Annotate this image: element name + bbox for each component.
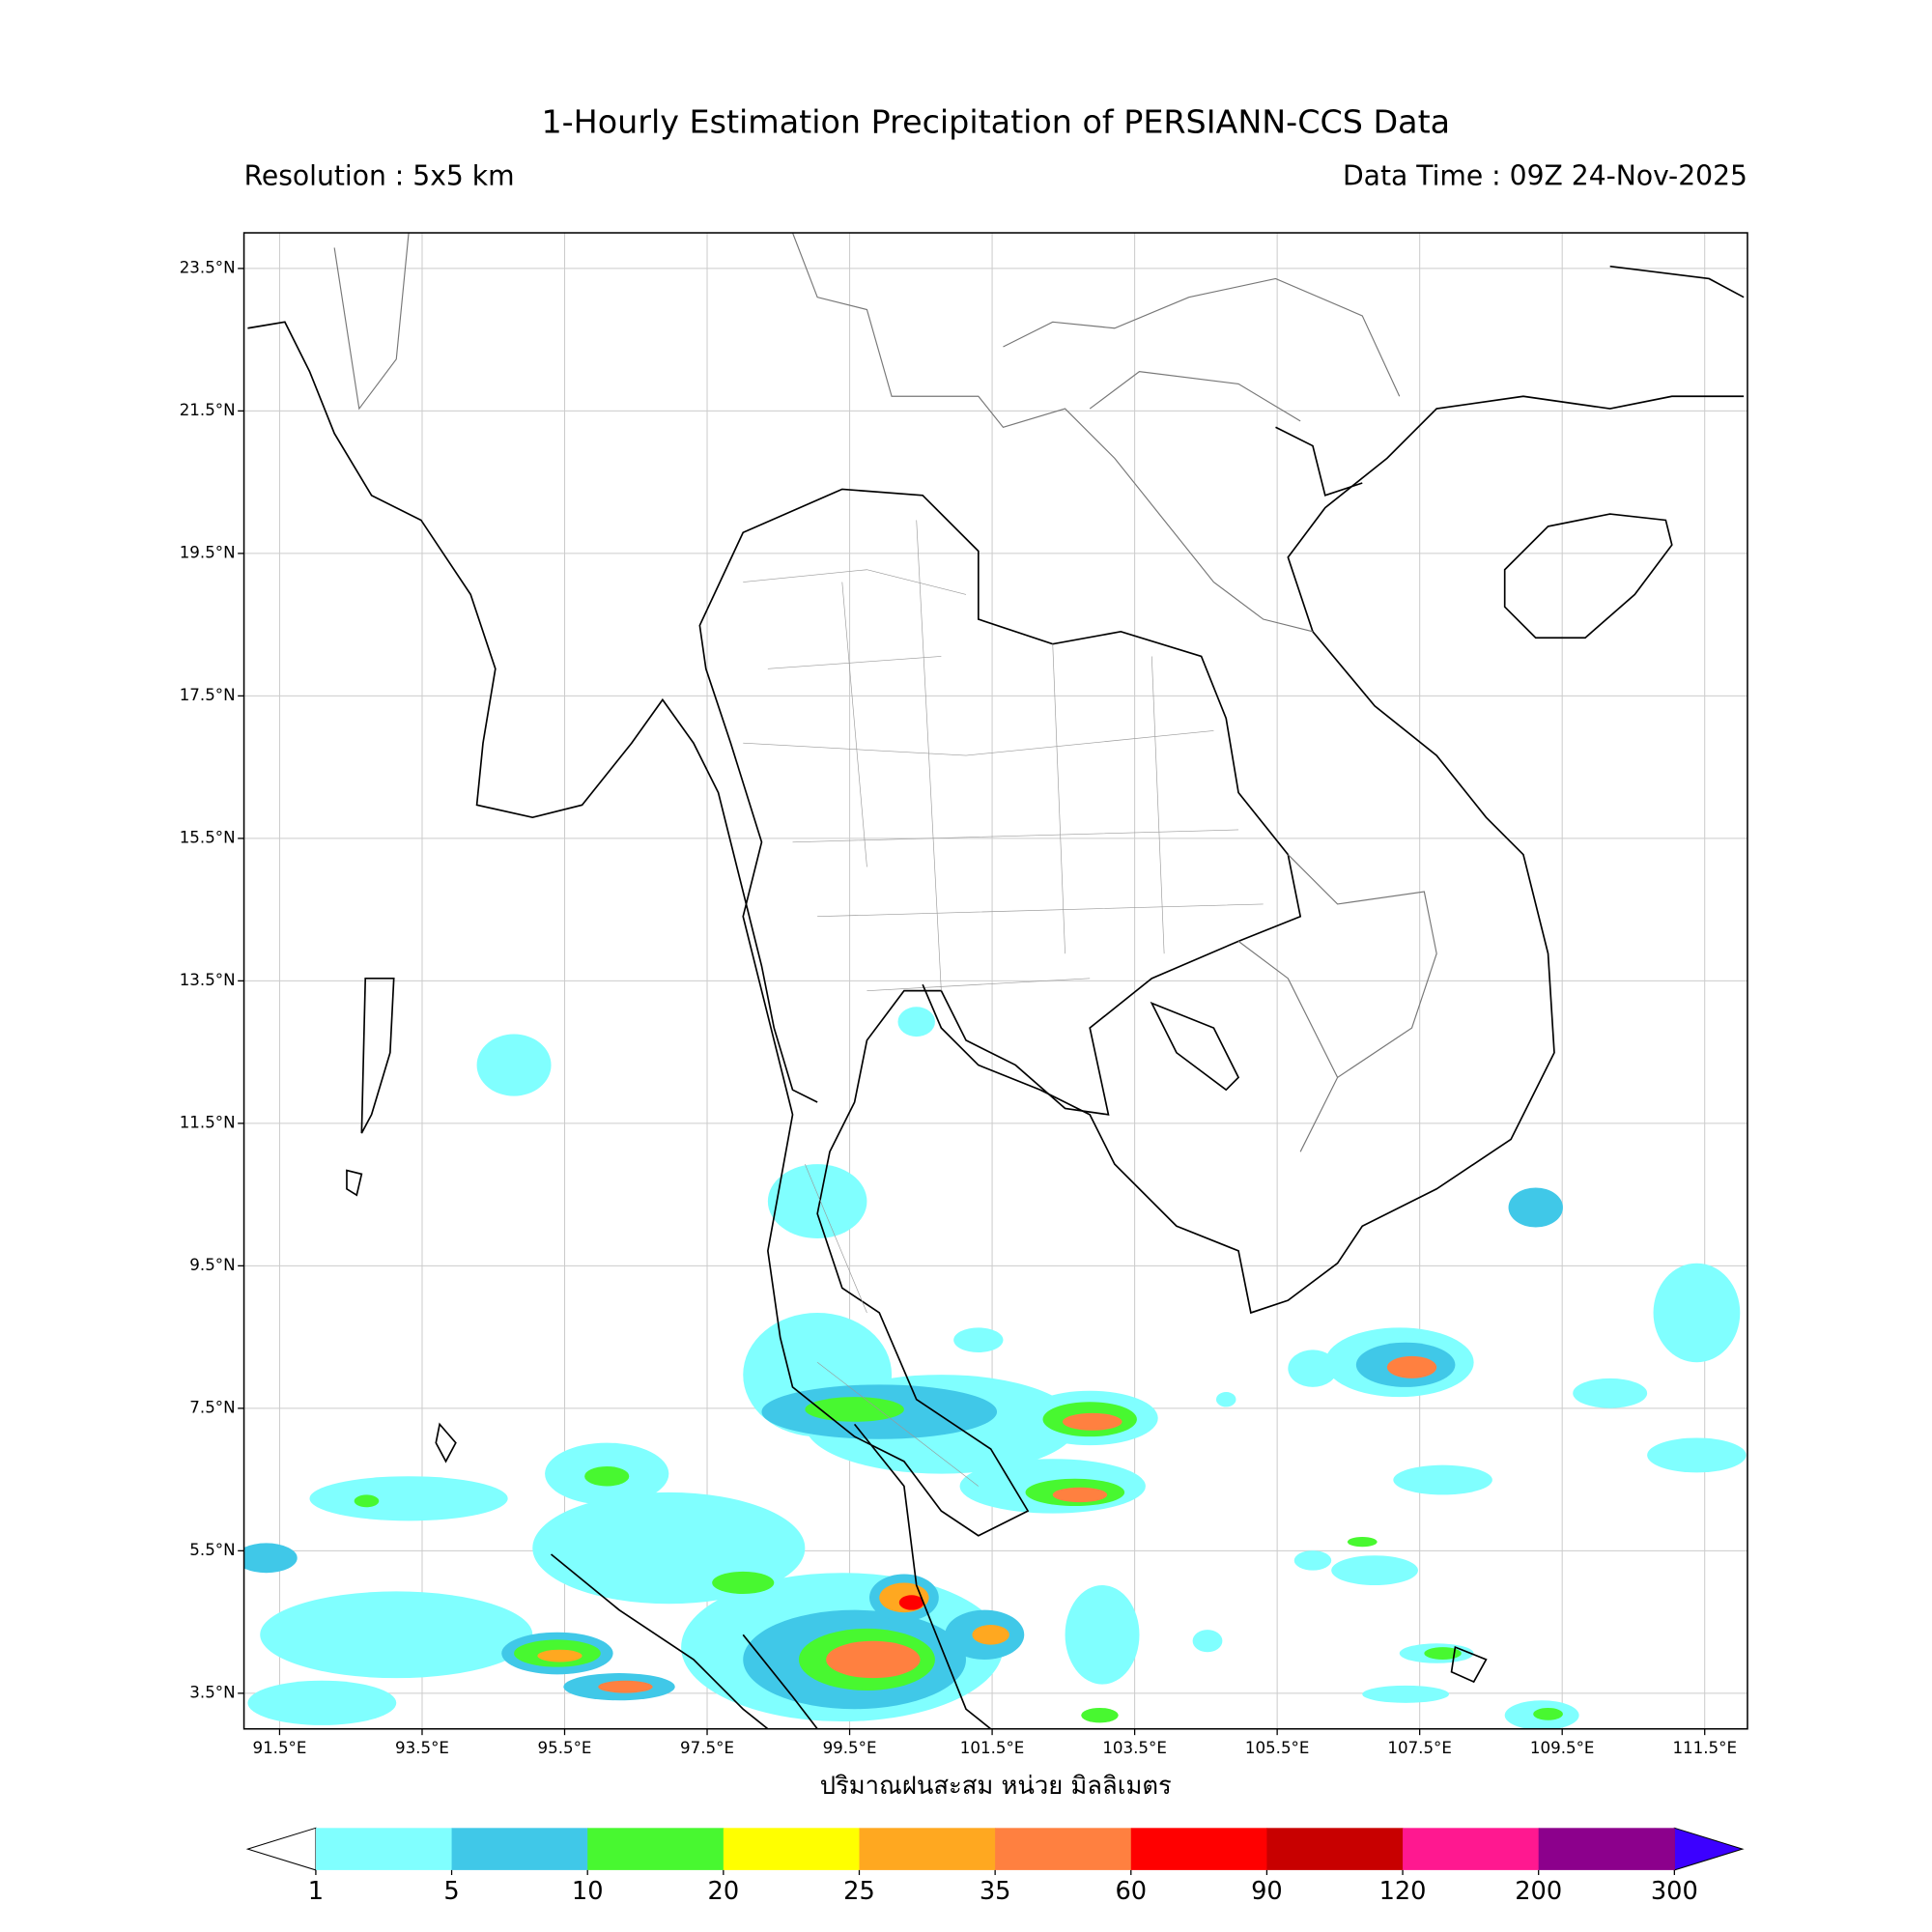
- lon-tick-label: 107.5°E: [1387, 1739, 1452, 1757]
- rain-cell: [1647, 1437, 1747, 1473]
- rain-cell: [309, 1476, 508, 1521]
- rain-cell: [897, 1007, 935, 1037]
- resolution: Resolution : 5x5 km: [244, 159, 515, 191]
- colorbar-segment: [1266, 1828, 1404, 1870]
- rain-cell: [1362, 1685, 1449, 1703]
- colorbar-segment: [1403, 1828, 1540, 1870]
- rain-cell: [354, 1494, 380, 1508]
- precipitation: [243, 1007, 1747, 1729]
- colorbar-segment: [1130, 1828, 1268, 1870]
- coastlines: [247, 265, 1745, 1729]
- rain-cell: [1653, 1263, 1741, 1363]
- lat-tick-label: 19.5°N: [180, 543, 236, 561]
- rain-cell: [1573, 1378, 1648, 1408]
- colorbar-segment: [723, 1828, 861, 1870]
- colorbar-tick-label: 10: [572, 1877, 604, 1906]
- colorbar-tick-label: 90: [1251, 1877, 1283, 1906]
- colorbar-tick-label: 1: [308, 1877, 324, 1906]
- title: 1-Hourly Estimation Precipitation of PER…: [541, 103, 1450, 141]
- rain-cell: [972, 1625, 1009, 1645]
- colorbar-title: ปริมาณฝนสะสม หน่วย มิลลิเมตร: [820, 1772, 1172, 1801]
- rain-cell: [247, 1680, 397, 1725]
- rain-cell: [1063, 1412, 1122, 1431]
- lat-tick-label: 3.5°N: [189, 1683, 235, 1701]
- rain-cell: [1331, 1555, 1418, 1586]
- colorbar-tick-label: 300: [1651, 1877, 1698, 1906]
- rain-cell: [805, 1397, 904, 1422]
- colorbar-tick-label: 60: [1115, 1877, 1147, 1906]
- lon-tick-label: 109.5°E: [1530, 1739, 1595, 1757]
- rain-cell: [584, 1465, 630, 1487]
- lat-tick-label: 7.5°N: [189, 1398, 235, 1416]
- lat-tick-label: 15.5°N: [180, 828, 236, 846]
- colorbar-tick-label: 25: [843, 1877, 875, 1906]
- country-borders: [333, 233, 1437, 1152]
- thailand-outline: [698, 488, 1302, 1537]
- axis-ticks: 23.5°N 21.5°N 19.5°N 17.5°N 15.5°N 13.5°N 11.5…: [180, 258, 1737, 1756]
- rain-cell: [260, 1591, 533, 1679]
- colorbar-segment: [995, 1828, 1132, 1870]
- lon-tick-label: 97.5°E: [680, 1739, 734, 1757]
- rain-cell: [1533, 1707, 1563, 1720]
- lat-tick-label: 21.5°N: [180, 401, 236, 419]
- rain-cell: [1508, 1187, 1563, 1228]
- lon-tick-label: 91.5°E: [252, 1739, 306, 1757]
- rain-cell: [1347, 1537, 1378, 1548]
- colorbar-tick-label: 200: [1515, 1877, 1562, 1906]
- rain-cell: [1081, 1707, 1119, 1723]
- lon-tick-label: 111.5°E: [1672, 1739, 1737, 1757]
- colorbar-segment: [1538, 1828, 1675, 1870]
- lat-tick-label: 17.5°N: [180, 686, 236, 704]
- lat-tick-label: 11.5°N: [180, 1113, 236, 1131]
- rain-cell: [953, 1327, 1004, 1352]
- lon-tick-label: 93.5°E: [395, 1739, 449, 1757]
- lat-tick-label: 9.5°N: [189, 1256, 235, 1274]
- colorbar-tick-label: 120: [1379, 1877, 1427, 1906]
- rain-cell: [767, 1164, 867, 1239]
- lat-tick-label: 13.5°N: [180, 971, 236, 989]
- colorbar-segment: [587, 1828, 724, 1870]
- rain-cell: [1052, 1487, 1108, 1503]
- lon-tick-label: 95.5°E: [538, 1739, 592, 1757]
- lon-tick-label: 101.5°E: [960, 1739, 1025, 1757]
- rain-cell: [1386, 1355, 1437, 1378]
- province-lines: [743, 520, 1264, 1487]
- colorbar-tick-label: 35: [980, 1877, 1011, 1906]
- lon-tick-label: 99.5°E: [823, 1739, 877, 1757]
- colorbar-over: [1673, 1827, 1745, 1871]
- data-time: Data Time : 09Z 24-Nov-2025: [1343, 159, 1747, 191]
- rain-cell: [1393, 1464, 1492, 1495]
- rain-cell: [898, 1595, 924, 1610]
- rain-cell: [1065, 1585, 1140, 1685]
- lon-tick-label: 105.5°E: [1245, 1739, 1310, 1757]
- colorbar-segment: [451, 1828, 588, 1870]
- colorbar-tick-label: 20: [708, 1877, 740, 1906]
- rain-cell: [712, 1571, 775, 1594]
- rain-cell: [1288, 1350, 1338, 1387]
- rain-cell: [1215, 1392, 1236, 1407]
- lat-tick-label: 23.5°N: [180, 258, 236, 276]
- rain-cell: [826, 1640, 921, 1679]
- colorbar-segment: [315, 1828, 453, 1870]
- colorbar-under: [245, 1827, 317, 1871]
- rain-cell: [598, 1680, 653, 1693]
- colorbar-tick-label: 5: [443, 1877, 459, 1906]
- lon-tick-label: 103.5°E: [1102, 1739, 1167, 1757]
- colorbar-segment: [859, 1828, 996, 1870]
- rain-cell: [476, 1034, 552, 1096]
- lat-tick-label: 5.5°N: [189, 1541, 235, 1559]
- rain-cell: [537, 1649, 582, 1662]
- rain-cell: [1424, 1647, 1462, 1660]
- map-area: [243, 233, 1747, 1729]
- colorbar: 1 5 10 20 25 35 60 90 120 200 300: [245, 1827, 1745, 1906]
- rain-cell: [1192, 1630, 1223, 1653]
- rain-cell: [1293, 1550, 1332, 1571]
- rain-cell: [243, 1543, 298, 1574]
